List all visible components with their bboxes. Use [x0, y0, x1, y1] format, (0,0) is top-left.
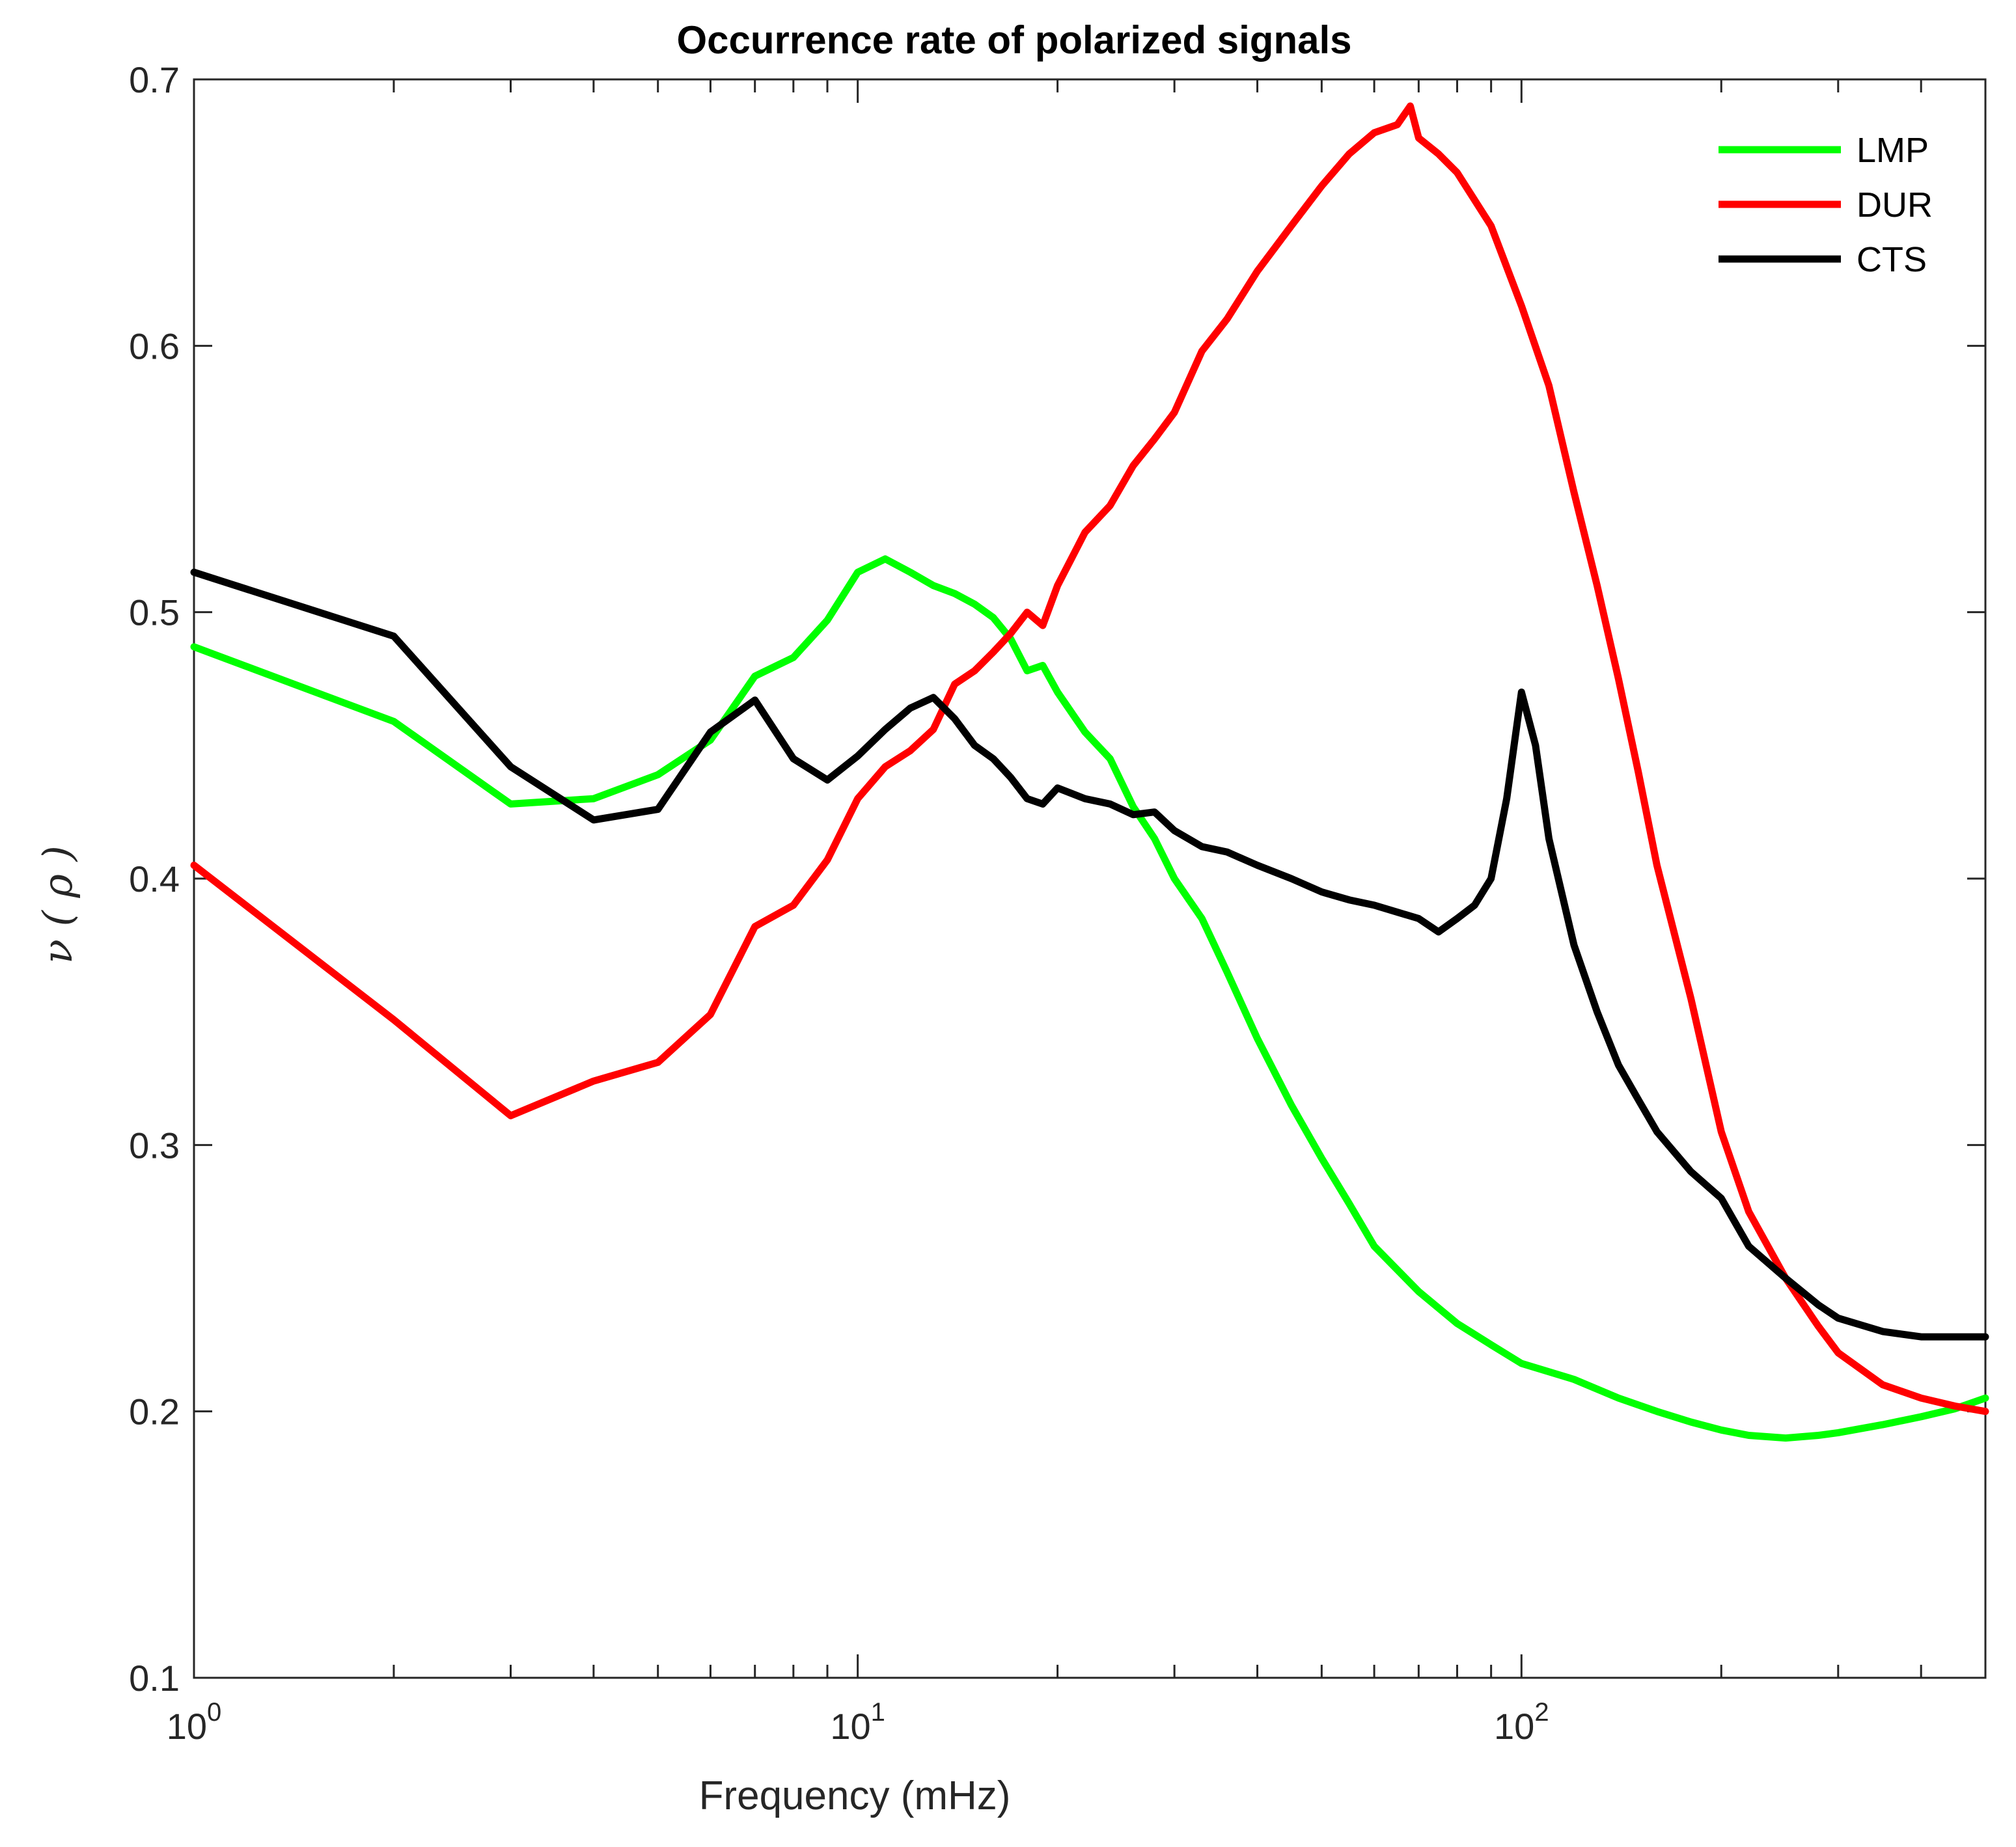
legend-label-dur: DUR: [1857, 185, 1933, 225]
y-tick-label: 0.6: [129, 325, 180, 366]
y-tick-label: 0.1: [129, 1658, 180, 1699]
y-tick-label: 0.7: [129, 59, 180, 100]
series-line-lmp: [190, 555, 1989, 1442]
y-tick-label: 0.5: [129, 592, 180, 633]
x-tick-label: 100: [167, 1698, 222, 1747]
y-axis: 0.1 0.2 0.3 0.4 0.5 0.6 0.7: [129, 59, 1985, 1699]
legend-label-lmp: LMP: [1857, 131, 1929, 170]
series-group: [190, 102, 1989, 1442]
legend: LMP DUR CTS: [1719, 131, 1933, 279]
x-tick-label: 102: [1494, 1698, 1549, 1747]
series-line-dur: [190, 102, 1989, 1416]
y-tick-label: 0.3: [129, 1125, 180, 1166]
x-axis: 100 101 102: [167, 79, 1987, 1747]
axes-box: [193, 78, 1987, 1679]
chart-title: Occurrence rate of polarized signals: [676, 18, 1351, 62]
y-tick-label: 0.4: [129, 858, 180, 899]
plot-area: [193, 78, 1987, 1679]
x-tick-label: 101: [830, 1698, 885, 1747]
x-axis-label: Frequency (mHz): [699, 1773, 1011, 1818]
y-axis-label: ν ( ρ ): [34, 845, 81, 964]
y-tick-label: 0.2: [129, 1391, 180, 1432]
series-line-cts: [190, 568, 1989, 1341]
legend-label-cts: CTS: [1857, 240, 1927, 279]
